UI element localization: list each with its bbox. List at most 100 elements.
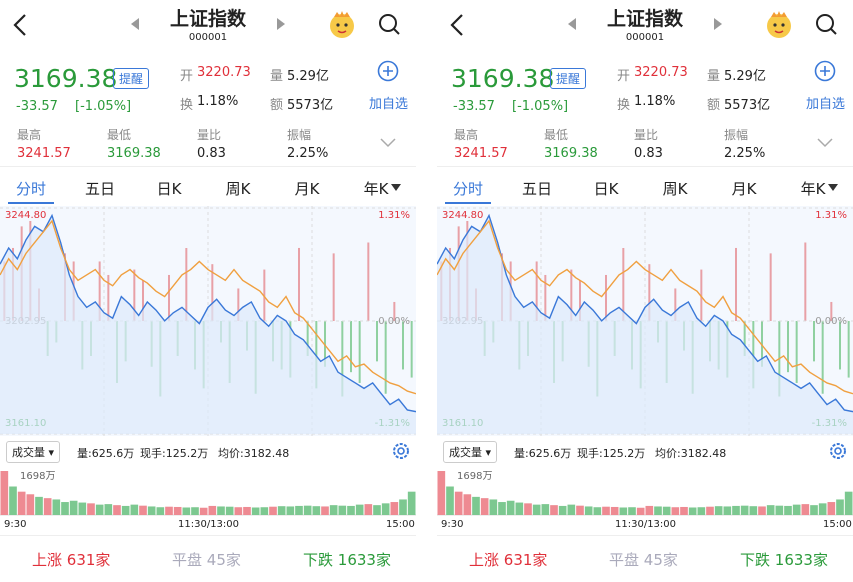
back-icon[interactable] [447, 12, 467, 38]
tab[interactable]: 周K [662, 180, 688, 198]
volume-bar [329, 505, 338, 515]
volume-bar [381, 503, 390, 515]
dropdown-icon[interactable] [827, 183, 839, 192]
flat-label: 平盘 [609, 551, 640, 569]
expand-icon[interactable] [380, 138, 396, 148]
label: 开 [617, 69, 631, 84]
tab[interactable]: 分时 [15, 180, 46, 198]
indicator-select[interactable]: 成交量 ▾ [6, 441, 61, 463]
volume-bar [671, 507, 680, 515]
expand-icon[interactable] [817, 138, 833, 148]
remind-button[interactable]: 提醒 [113, 68, 150, 89]
volume-bar [17, 491, 26, 515]
down-label: 下跌 [303, 551, 334, 569]
search-icon[interactable] [815, 13, 839, 37]
next-icon[interactable] [276, 17, 286, 31]
change-pct: [-1.05%] [512, 99, 569, 114]
line-average [0, 219, 416, 395]
volume-bar [139, 505, 147, 515]
low: 3169.38 [107, 146, 161, 161]
tab[interactable]: 年K [800, 180, 826, 198]
tab[interactable]: 五日 [84, 180, 115, 198]
tab[interactable]: 五日 [521, 180, 552, 198]
price: 3169.38 [451, 64, 555, 93]
tab[interactable]: 周K [225, 180, 251, 198]
add-watchlist[interactable]: 加自选 [806, 97, 846, 112]
code: 000001 [625, 32, 665, 43]
up-count: 631家 [503, 551, 548, 569]
next-icon[interactable] [713, 17, 723, 31]
volume-chart: 1698万 [437, 471, 853, 516]
line-average [437, 219, 853, 395]
change-pct: [-1.05%] [75, 99, 132, 114]
volume-bar [454, 491, 463, 515]
mascot-icon[interactable] [327, 10, 357, 40]
time-label: 15:00 [823, 519, 852, 530]
intraday-chart: 3244.801.31%3202.950.00%3161.10-1.31% [0, 206, 416, 436]
volume-bar [234, 507, 243, 515]
volume-bar [104, 504, 113, 515]
tab[interactable]: 月K [294, 180, 320, 198]
volume: 5.29亿 [724, 69, 766, 84]
volume-bar [364, 504, 373, 515]
title: 上证指数 [169, 8, 246, 30]
y-tick-label: 3244.80 [442, 210, 483, 221]
volume-bar [619, 507, 628, 515]
flat-count: 45家 [206, 551, 241, 569]
volume-bar [515, 502, 524, 515]
volume-bar [576, 505, 584, 515]
y-tick-label: 3244.80 [5, 210, 46, 221]
volume-bar [784, 505, 792, 515]
tab[interactable]: 日K [593, 180, 619, 198]
volume-bar [758, 506, 766, 515]
volume-bar [295, 505, 303, 515]
volume-bar [113, 505, 121, 515]
vol-max-label: 1698万 [20, 471, 55, 482]
prev-icon[interactable] [130, 17, 140, 31]
volume-bar [61, 502, 69, 515]
time-label: 9:30 [4, 519, 27, 530]
volume-bar [645, 505, 654, 515]
back-icon[interactable] [10, 12, 30, 38]
volume-bar [243, 506, 251, 515]
settings-icon[interactable] [827, 440, 849, 462]
volume-bar [801, 504, 810, 515]
prev-icon[interactable] [567, 17, 577, 31]
add-icon[interactable] [377, 60, 399, 82]
ratio: 0.83 [197, 146, 226, 161]
add-watchlist[interactable]: 加自选 [369, 97, 409, 112]
volume-bar [35, 496, 43, 515]
amount: 5573亿 [287, 98, 334, 113]
indicator-select[interactable]: 成交量 ▾ [443, 441, 498, 463]
turnover: 1.18% [634, 94, 676, 109]
label: 额 [270, 98, 284, 113]
dropdown-icon[interactable] [390, 183, 402, 192]
volume-bar [662, 506, 671, 515]
volume-bar [610, 506, 619, 515]
remind-button[interactable]: 提醒 [550, 68, 587, 89]
change: -33.57 [453, 99, 495, 114]
volume-bar [593, 507, 602, 515]
volume-bar [602, 506, 610, 515]
add-icon[interactable] [814, 60, 836, 82]
tab[interactable]: 月K [731, 180, 757, 198]
volume-bar [407, 491, 416, 515]
volume-bar [827, 502, 836, 515]
amplitude: 2.25% [287, 146, 329, 161]
up-label: 上涨 [469, 551, 500, 569]
tab[interactable]: 分时 [452, 180, 483, 198]
label: 振幅 [287, 128, 312, 142]
settings-icon[interactable] [390, 440, 412, 462]
tab[interactable]: 日K [156, 180, 182, 198]
mascot-icon[interactable] [764, 10, 794, 40]
pct-label: 0.00% [378, 316, 410, 327]
label: 最低 [544, 128, 569, 142]
high: 3241.57 [454, 146, 508, 161]
search-icon[interactable] [378, 13, 402, 37]
volume-bar [355, 504, 364, 515]
label: 换 [180, 98, 194, 113]
label: 量比 [634, 128, 659, 142]
volume-bar [766, 505, 775, 515]
volume-bar [69, 500, 78, 515]
tab[interactable]: 年K [363, 180, 389, 198]
